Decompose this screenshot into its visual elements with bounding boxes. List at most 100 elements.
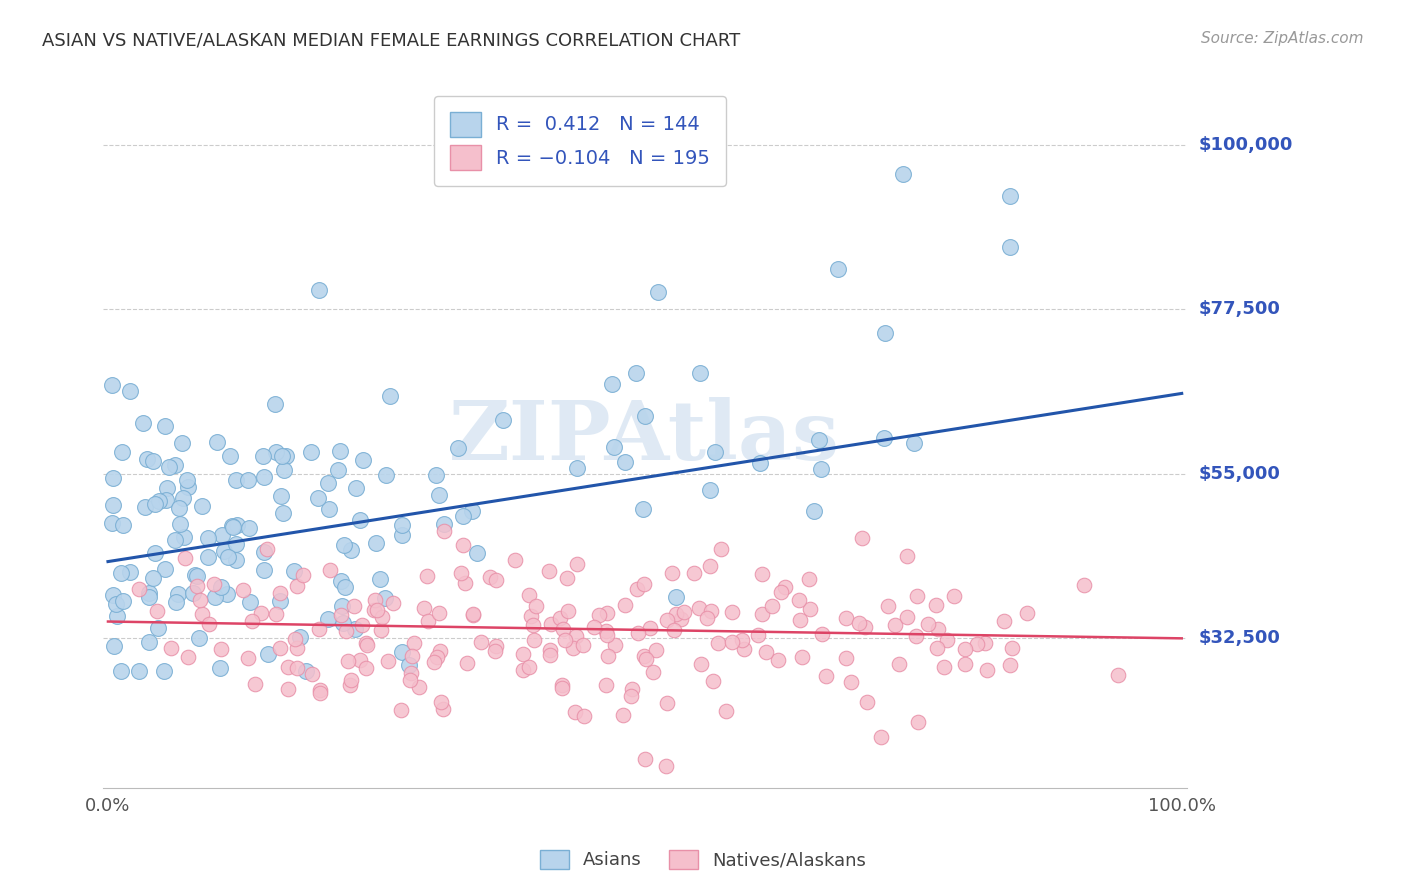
Point	[176, 473, 198, 487]
Point	[565, 460, 588, 475]
Point	[1001, 640, 1024, 655]
Point	[624, 366, 647, 380]
Point	[873, 326, 896, 341]
Point	[408, 680, 430, 694]
Point	[851, 531, 873, 545]
Point	[142, 571, 165, 585]
Point	[665, 591, 688, 605]
Point	[208, 661, 231, 675]
Point	[377, 654, 399, 668]
Point	[412, 601, 434, 615]
Point	[517, 588, 540, 602]
Point	[215, 587, 238, 601]
Point	[936, 633, 959, 648]
Text: Source: ZipAtlas.com: Source: ZipAtlas.com	[1201, 31, 1364, 46]
Point	[165, 533, 187, 547]
Point	[613, 598, 636, 612]
Point	[401, 665, 423, 680]
Point	[349, 513, 371, 527]
Point	[335, 624, 357, 638]
Point	[253, 545, 276, 559]
Point	[792, 649, 814, 664]
Point	[896, 610, 918, 624]
Point	[907, 714, 929, 729]
Point	[389, 702, 412, 716]
Point	[264, 607, 287, 622]
Point	[370, 624, 392, 638]
Point	[538, 643, 561, 657]
Point	[207, 435, 229, 450]
Point	[271, 506, 294, 520]
Point	[766, 653, 789, 667]
Point	[284, 632, 307, 647]
Point	[285, 579, 308, 593]
Point	[523, 632, 546, 647]
Point	[634, 752, 657, 766]
Point	[429, 644, 451, 658]
Point	[239, 594, 262, 608]
Point	[366, 602, 388, 616]
Point	[257, 647, 280, 661]
Point	[211, 528, 233, 542]
Point	[716, 704, 738, 718]
Point	[665, 607, 688, 622]
Point	[391, 517, 413, 532]
Point	[368, 572, 391, 586]
Point	[344, 622, 367, 636]
Point	[271, 449, 294, 463]
Point	[540, 617, 562, 632]
Point	[955, 657, 977, 672]
Point	[447, 441, 470, 455]
Point	[253, 563, 276, 577]
Legend: R =  0.412   N = 144, R = −0.104   N = 195: R = 0.412 N = 144, R = −0.104 N = 195	[434, 96, 725, 186]
Legend: Asians, Natives/Alaskans: Asians, Natives/Alaskans	[531, 840, 875, 879]
Point	[375, 468, 398, 483]
Point	[332, 539, 354, 553]
Point	[277, 682, 299, 697]
Point	[673, 605, 696, 619]
Point	[364, 593, 387, 607]
Point	[143, 498, 166, 512]
Point	[661, 566, 683, 581]
Point	[633, 502, 655, 516]
Point	[190, 499, 212, 513]
Point	[173, 530, 195, 544]
Point	[309, 683, 332, 698]
Point	[633, 648, 655, 663]
Point	[176, 480, 198, 494]
Point	[689, 657, 711, 671]
Point	[966, 637, 988, 651]
Point	[554, 633, 576, 648]
Point	[343, 599, 366, 613]
Text: ZIPAtlas: ZIPAtlas	[450, 397, 841, 477]
Point	[596, 648, 619, 663]
Point	[292, 568, 315, 582]
Point	[503, 552, 526, 566]
Point	[290, 630, 312, 644]
Point	[429, 606, 451, 620]
Point	[316, 476, 339, 491]
Point	[157, 459, 180, 474]
Point	[636, 652, 658, 666]
Point	[285, 640, 308, 655]
Point	[751, 567, 773, 582]
Point	[662, 623, 685, 637]
Point	[751, 607, 773, 622]
Point	[565, 557, 588, 571]
Point	[917, 616, 939, 631]
Point	[391, 528, 413, 542]
Point	[889, 657, 911, 671]
Point	[974, 636, 997, 650]
Point	[896, 549, 918, 563]
Point	[595, 678, 617, 692]
Point	[188, 631, 211, 645]
Point	[426, 650, 449, 665]
Point	[620, 690, 643, 704]
Point	[146, 621, 169, 635]
Point	[925, 599, 948, 613]
Point	[186, 579, 208, 593]
Point	[111, 445, 134, 459]
Point	[749, 456, 772, 470]
Point	[204, 590, 226, 604]
Point	[318, 502, 340, 516]
